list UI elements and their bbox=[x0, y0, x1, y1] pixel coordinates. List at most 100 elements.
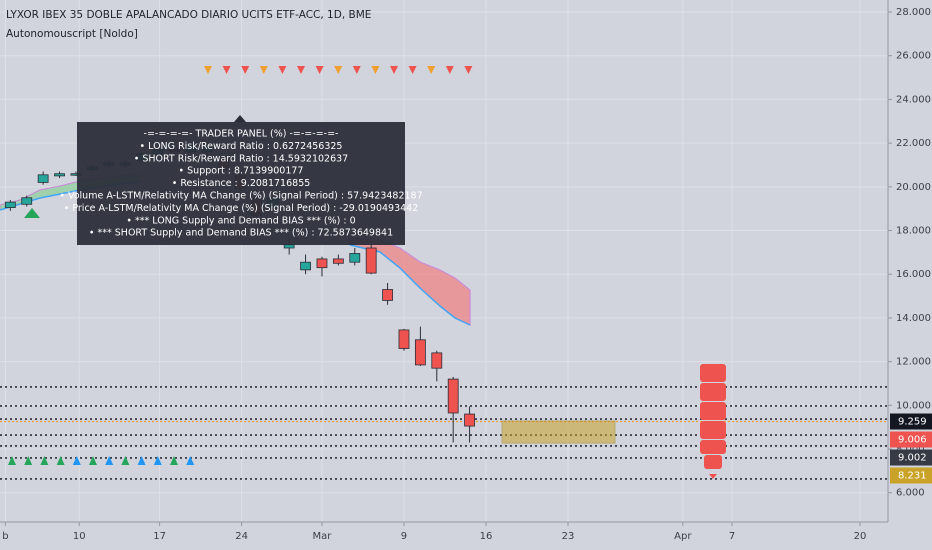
candle-body bbox=[431, 352, 443, 369]
x-tick-label: 20 bbox=[854, 531, 867, 542]
candle-body bbox=[464, 413, 475, 427]
panel-line: • *** LONG Supply and Demand BIAS *** (%… bbox=[126, 215, 355, 226]
signal-down bbox=[241, 66, 250, 74]
signal-markers bbox=[8, 66, 473, 465]
signal-label bbox=[700, 440, 726, 454]
signal-down bbox=[427, 66, 436, 74]
signal-down bbox=[371, 66, 380, 74]
price-label: 9.006 bbox=[898, 435, 927, 446]
price-label: 9.259 bbox=[898, 417, 927, 428]
candle-body bbox=[300, 261, 311, 271]
candle-body bbox=[447, 378, 459, 414]
signal-up bbox=[137, 456, 146, 465]
ribbon-edge bbox=[349, 244, 471, 326]
x-tick-label: 24 bbox=[235, 531, 248, 542]
y-tick-label: 14.000 bbox=[896, 313, 931, 324]
price-label-box bbox=[890, 413, 932, 430]
x-tick-label: 10 bbox=[73, 531, 86, 542]
signal-down bbox=[352, 66, 361, 74]
signal-up bbox=[121, 456, 130, 465]
candle-body bbox=[54, 173, 65, 177]
signal-up bbox=[105, 456, 114, 465]
label-stack bbox=[700, 364, 726, 479]
signal-down bbox=[408, 66, 417, 74]
x-tick-label: 17 bbox=[153, 531, 166, 542]
candle-body bbox=[283, 244, 295, 249]
price-label-box bbox=[890, 449, 932, 466]
candle-body bbox=[349, 253, 361, 263]
x-tick-label: 16 bbox=[480, 531, 493, 542]
signal-up bbox=[8, 456, 16, 465]
panel-line: -=-=-=-=- TRADER PANEL (%) -=-=-=-=- bbox=[144, 129, 339, 140]
panel-line: • Volume A-LSTM/Relativity MA Change (%)… bbox=[59, 191, 422, 202]
panel-line: • SHORT Risk/Reward Ratio : 14.593210263… bbox=[134, 153, 348, 164]
y-tick-label: 26.000 bbox=[896, 51, 931, 62]
y-tick-label: 16.000 bbox=[896, 269, 931, 280]
signal-up bbox=[89, 456, 97, 465]
signal-up bbox=[24, 456, 33, 465]
signal-down bbox=[297, 66, 305, 74]
x-tick-label: Apr bbox=[674, 531, 692, 542]
price-label-box bbox=[890, 431, 932, 448]
panel-line: • *** SHORT Supply and Demand BIAS *** (… bbox=[89, 228, 393, 239]
signal-label bbox=[700, 402, 726, 420]
signal-pointer bbox=[709, 474, 717, 479]
candle-body bbox=[37, 174, 49, 183]
signal-up bbox=[186, 456, 195, 465]
signal-down bbox=[278, 66, 287, 74]
panel-line: • Support : 8.7139900177 bbox=[179, 166, 304, 177]
candle-body bbox=[398, 329, 410, 349]
signal-down bbox=[204, 66, 212, 74]
signal-down bbox=[445, 66, 454, 74]
signal-label bbox=[700, 421, 726, 439]
chart-subtitle: Autonomouscript [Noldo] bbox=[6, 28, 138, 40]
zone bbox=[501, 420, 616, 444]
price-label: 8.231 bbox=[898, 471, 927, 482]
panel-line: • Price A-LSTM/Relativity MA Change (%) … bbox=[64, 203, 419, 214]
y-tick-label: 28.000 bbox=[896, 7, 931, 18]
price-label: 9.002 bbox=[898, 453, 927, 464]
signal-up bbox=[56, 456, 65, 465]
panel-line: • LONG Risk/Reward Ratio : 0.6272456325 bbox=[140, 141, 343, 152]
candle-body bbox=[21, 197, 33, 205]
x-tick-label: 9 bbox=[401, 531, 407, 542]
signal-label bbox=[704, 455, 722, 469]
panel-pointer bbox=[234, 115, 246, 122]
axes: 6.0008.00010.00012.00014.00016.00018.000… bbox=[2, 7, 932, 542]
signal-down bbox=[390, 66, 398, 74]
candle-body bbox=[414, 339, 426, 366]
x-tick-label: b bbox=[2, 531, 8, 542]
trader-panel: -=-=-=-=- TRADER PANEL (%) -=-=-=-=-• LO… bbox=[59, 115, 423, 245]
signal-down bbox=[259, 66, 268, 74]
panel-box bbox=[77, 122, 405, 245]
panel-line: • Resistance : 9.2081716855 bbox=[172, 178, 311, 189]
signal-label bbox=[700, 364, 726, 382]
signal-up bbox=[40, 456, 49, 465]
signal-down bbox=[315, 66, 324, 74]
signal-up bbox=[170, 456, 178, 465]
y-tick-label: 22.000 bbox=[896, 138, 931, 149]
candle-body bbox=[332, 258, 344, 264]
y-tick-label: 20.000 bbox=[896, 182, 931, 193]
candle-body bbox=[316, 258, 328, 269]
y-tick-label: 18.000 bbox=[896, 226, 931, 237]
signal-up bbox=[24, 208, 40, 218]
signal-label bbox=[700, 383, 726, 401]
x-tick-label: 7 bbox=[729, 531, 735, 542]
x-tick-label: Mar bbox=[313, 531, 333, 542]
y-tick-label: 10.000 bbox=[896, 400, 931, 411]
signal-up bbox=[153, 456, 162, 465]
signal-down bbox=[464, 66, 473, 74]
signal-down bbox=[334, 66, 343, 74]
y-tick-label: 6.000 bbox=[896, 488, 925, 499]
chart-title: LYXOR IBEX 35 DOBLE APALANCADO DIARIO UC… bbox=[6, 9, 371, 21]
signal-up bbox=[72, 456, 81, 465]
candle-body bbox=[382, 289, 393, 301]
y-tick-label: 12.000 bbox=[896, 357, 931, 368]
candle-body bbox=[365, 247, 377, 274]
price-label-box bbox=[890, 467, 932, 484]
signal-down bbox=[222, 66, 231, 74]
y-tick-label: 24.000 bbox=[896, 94, 931, 105]
